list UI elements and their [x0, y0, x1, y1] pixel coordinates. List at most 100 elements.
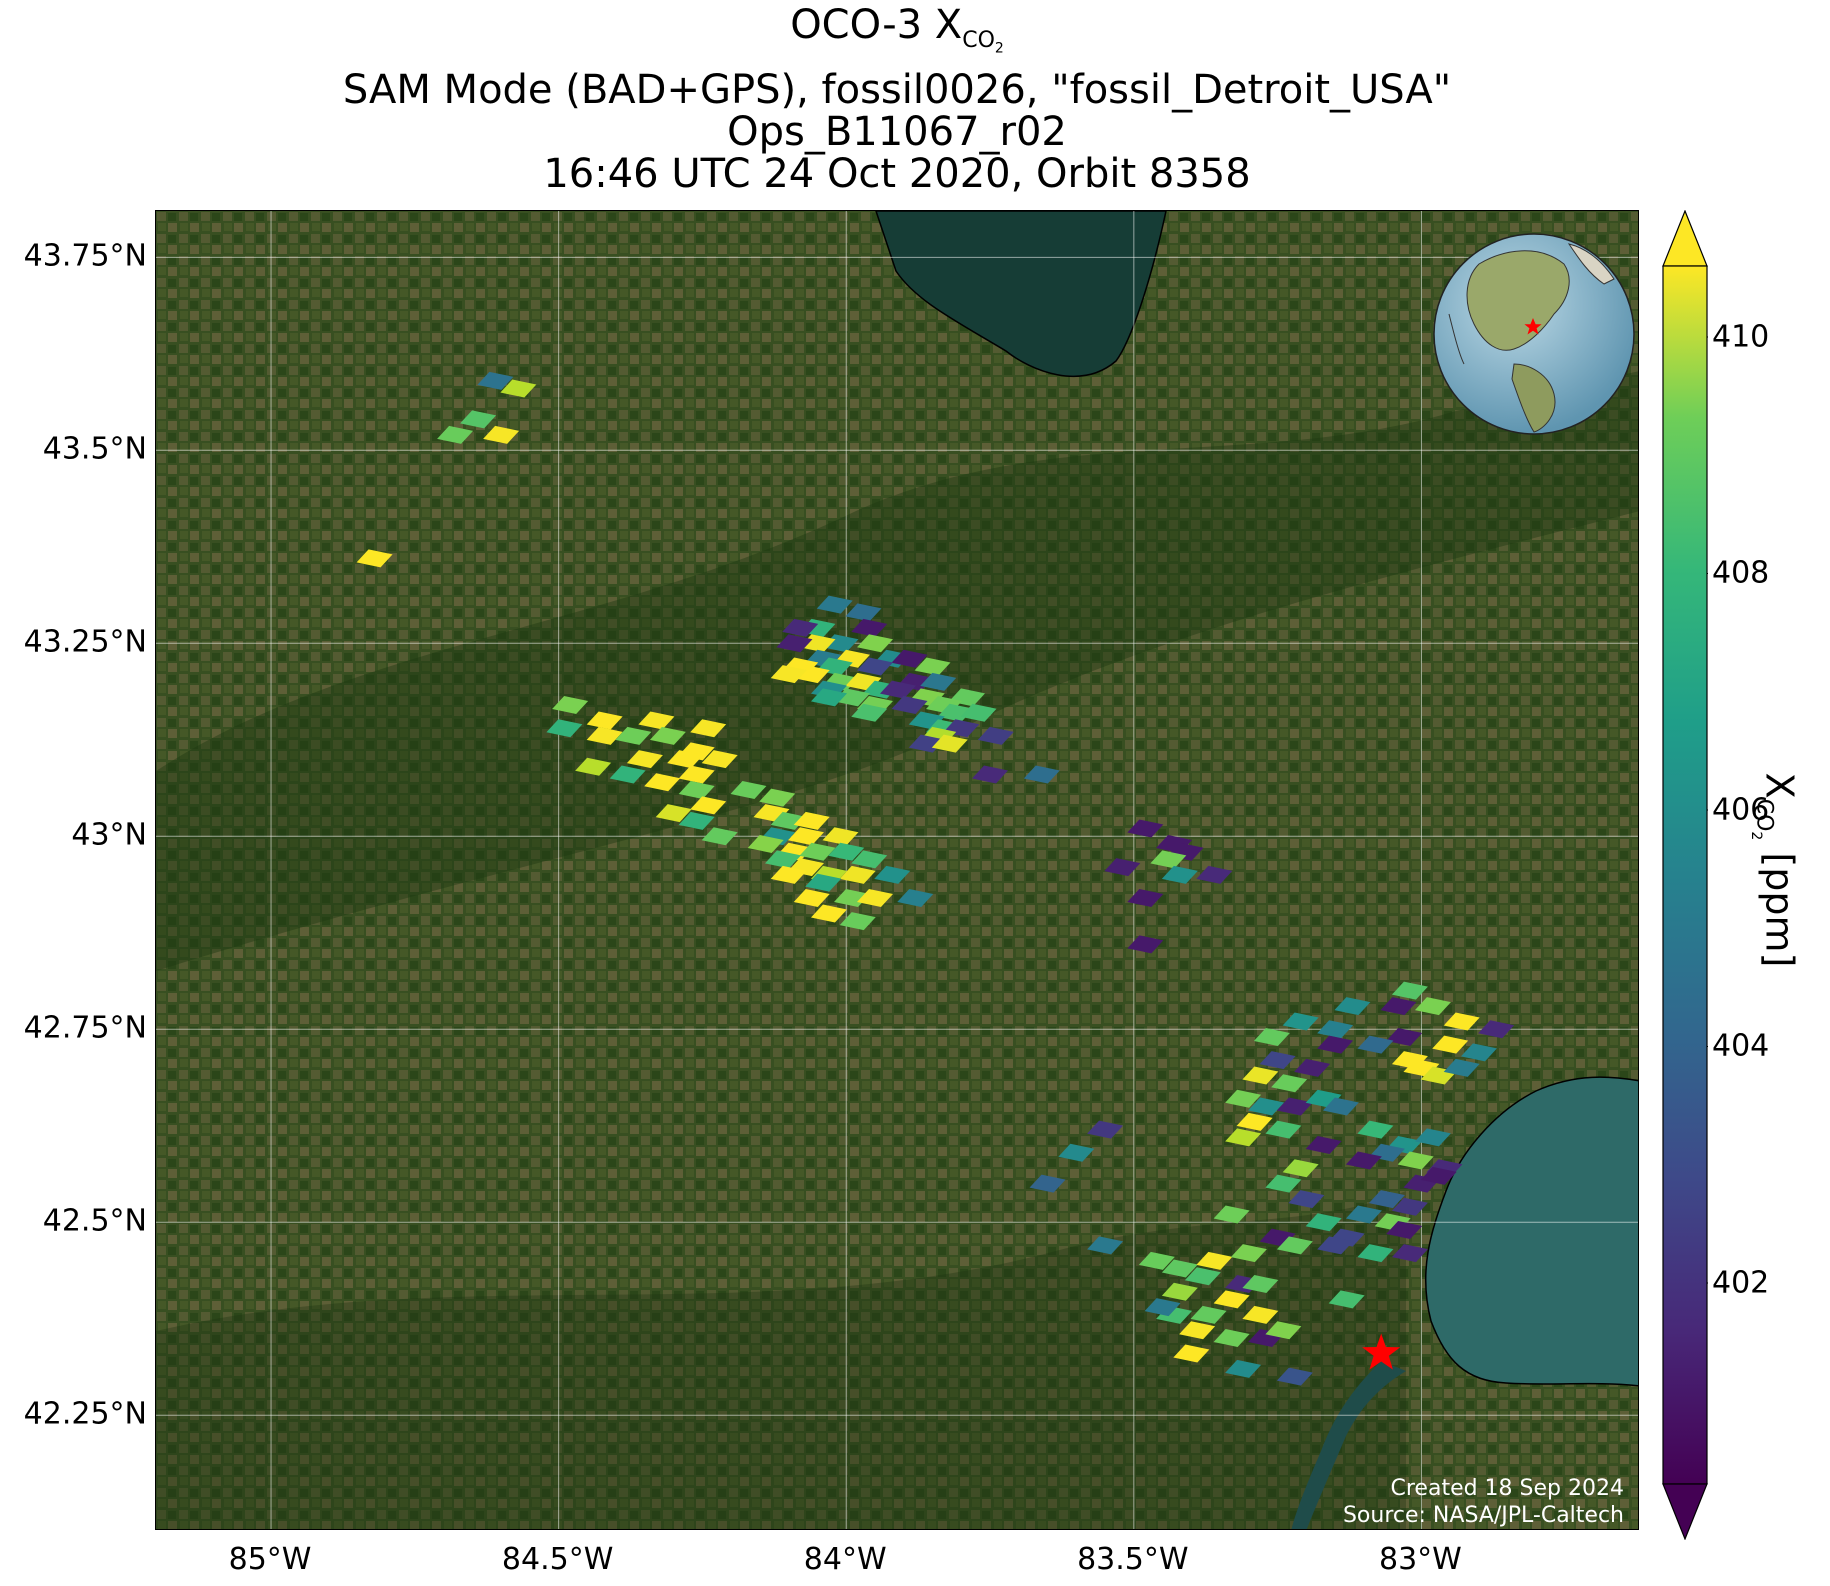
xco2-sounding: [764, 850, 801, 869]
xco2-sounding: [1184, 1267, 1221, 1286]
xco2-sounding: [1104, 858, 1141, 877]
xco2-sounding: [891, 696, 928, 715]
detroit-river: [1291, 1361, 1406, 1529]
xco2-sounding: [552, 696, 589, 715]
xco2-sounding: [770, 665, 807, 684]
xco2-sounding: [1213, 1205, 1250, 1224]
xco2-sounding: [701, 827, 738, 846]
xco2-sounding: [851, 850, 888, 869]
saginaw-bay-water: [875, 211, 1167, 377]
xco2-sounding: [856, 889, 893, 908]
lon-tick-label: 84.5°W: [501, 1542, 614, 1577]
xco2-sounding: [1127, 819, 1164, 838]
xco2-sounding: [1276, 1097, 1313, 1116]
xco2-sounding: [880, 680, 916, 699]
xco2-sounding: [655, 804, 692, 823]
xco2-sounding: [500, 379, 537, 398]
xco2-sounding: [649, 726, 686, 745]
lat-tick-label: 42.25°N: [23, 1396, 147, 1432]
colorbar-tick-label: 406: [1712, 792, 1770, 828]
xco2-sounding: [1236, 1112, 1273, 1131]
xco2-sounding: [678, 765, 715, 784]
xco2-sounding: [1213, 1329, 1250, 1348]
lon-tick-label: 83.5°W: [1077, 1542, 1189, 1577]
xco2-sounding: [1317, 1020, 1354, 1039]
xco2-sounding: [1345, 1151, 1382, 1170]
credit-source: Source: NASA/JPL-Caltech: [1342, 1503, 1624, 1528]
xco2-sounding: [799, 842, 836, 861]
xco2-sounding: [1161, 865, 1198, 884]
xco2-sounding: [816, 595, 853, 614]
xco2-sounding: [1150, 850, 1187, 869]
colorbar-tick-label: 404: [1712, 1028, 1770, 1064]
xco2-sounding: [828, 842, 865, 861]
xco2-sounding: [1288, 1190, 1325, 1209]
xco2-sounding: [678, 811, 715, 830]
xco2-sounding: [678, 780, 715, 799]
map-canvas[interactable]: [156, 211, 1639, 1530]
lat-tick-label: 43.5°N: [42, 431, 147, 467]
xco2-sounding: [1127, 889, 1164, 908]
xco2-sounding: [1138, 1251, 1175, 1270]
xco2-sounding: [1276, 1367, 1313, 1386]
xco2-sounding: [586, 726, 623, 745]
globe-star-marker: [1524, 318, 1542, 335]
xco2-sounding: [1271, 1074, 1308, 1093]
xco2-sounding: [793, 889, 830, 908]
colorbar-tick-label: 402: [1712, 1265, 1770, 1301]
xco2-sounding: [730, 780, 767, 799]
title-line-3: Ops_B11067_r02: [727, 109, 1067, 156]
xco2-sounding: [759, 788, 796, 807]
xco2-sounding: [483, 425, 520, 444]
xco2-sounding: [851, 618, 888, 637]
xco2-sounding: [1391, 981, 1428, 1000]
lon-tick-label: 84°W: [803, 1542, 887, 1577]
xco2-sounding: [1173, 1344, 1210, 1363]
xco2-sounding: [1265, 1120, 1302, 1139]
title-line-1: OCO-3 XCO2: [790, 2, 1004, 57]
xco2-sounding: [920, 672, 957, 691]
xco2-sounding: [1058, 1143, 1095, 1162]
xco2-sounding: [690, 719, 727, 738]
xco2-sounding: [437, 425, 474, 444]
xco2-sounding: [1161, 1259, 1198, 1278]
xco2-sounding: [1087, 1120, 1124, 1139]
xco2-sounding: [1386, 1220, 1423, 1239]
lat-tick-label: 42.75°N: [23, 1010, 147, 1046]
target-star-marker[interactable]: [1362, 1333, 1401, 1370]
xco2-sounding: [1127, 935, 1164, 954]
xco2-sounding: [1391, 1197, 1428, 1216]
xco2-sounding: [1397, 1151, 1434, 1170]
xco2-sounding: [1294, 1058, 1331, 1077]
xco2-sounding: [586, 711, 623, 730]
xco2-sounding: [810, 688, 847, 707]
xco2-sounding: [1161, 1282, 1198, 1301]
xco2-sounding: [1230, 1244, 1267, 1263]
xco2-sounding: [747, 834, 784, 853]
xco2-sounding: [856, 657, 893, 676]
xco2-sounding: [546, 719, 583, 738]
xco2-sounding: [690, 796, 727, 815]
xco2-sounding: [1029, 1174, 1066, 1193]
xco2-sounding: [787, 827, 824, 846]
xco2-sounding: [1414, 997, 1451, 1016]
forest-band: [156, 371, 1638, 971]
xco2-sounding: [575, 757, 612, 776]
xco2-sounding: [891, 649, 928, 668]
xco2-sounding: [931, 734, 968, 753]
xco2-sounding: [1253, 1027, 1290, 1046]
xco2-sounding: [1478, 1020, 1515, 1039]
xco2-sounding: [845, 603, 882, 622]
xco2-sounding: [960, 703, 997, 722]
xco2-sounding: [626, 750, 663, 769]
xco2-soundings: [356, 371, 1515, 1386]
lon-tick-label: 85°W: [228, 1542, 312, 1577]
xco2-sounding: [1368, 1190, 1405, 1209]
xco2-sounding: [782, 618, 819, 637]
xco2-sounding: [914, 657, 951, 676]
xco2-sounding: [977, 726, 1014, 745]
lat-tick-label: 43.25°N: [23, 624, 147, 660]
map-panel[interactable]: Created 18 Sep 2024 Source: NASA/JPL-Cal…: [155, 210, 1639, 1530]
xco2-sounding: [638, 711, 675, 730]
lat-tick-label: 42.5°N: [42, 1203, 147, 1239]
